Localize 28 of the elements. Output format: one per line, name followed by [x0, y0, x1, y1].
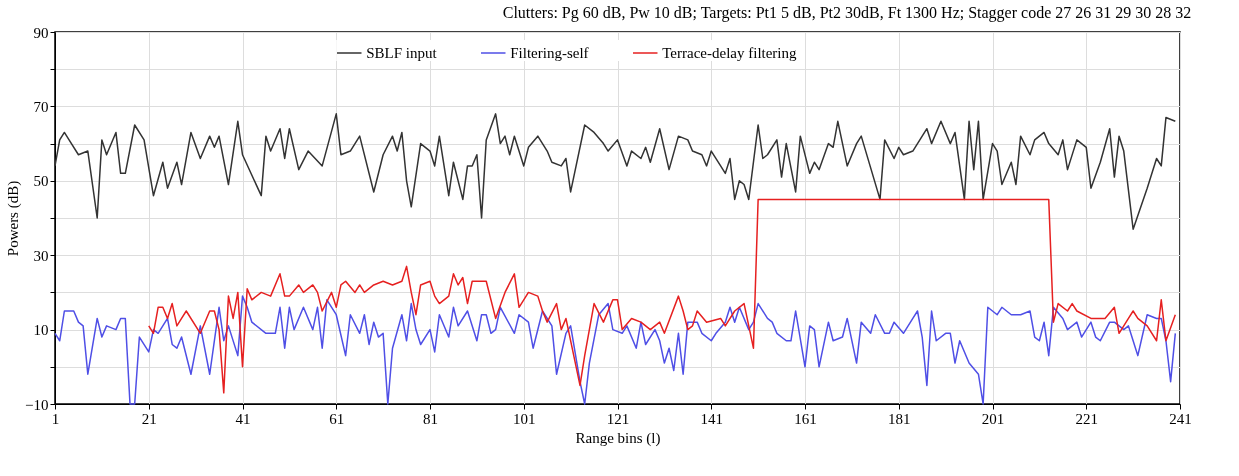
x-tick-label: 221: [1075, 410, 1098, 427]
x-tick-label: 141: [700, 410, 723, 427]
y-tick-label: 50: [33, 173, 49, 190]
x-tick-label: 1: [51, 410, 60, 427]
chart-title: Clutters: Pg 60 dB, Pw 10 dB; Targets: Pt1 5 dB, Pt2 30dB, Ft 1300 Hz; Stagger code 27 26 31 29 30 28 32: [502, 4, 1192, 22]
x-tick-label: 61: [329, 410, 345, 427]
x-tick-label: 241: [1169, 410, 1192, 427]
legend-label: Filtering-self: [510, 45, 589, 61]
line-series: [148, 198, 1177, 394]
x-tick-label: 21: [141, 410, 157, 427]
legend-label: Terrace-delay filtering: [662, 45, 798, 61]
legend-label: SBLF input: [366, 45, 438, 61]
x-tick-label: 181: [888, 410, 911, 427]
x-tick-label: 161: [794, 410, 817, 427]
y-tick-label: 30: [33, 247, 49, 264]
x-tick-label: 201: [981, 410, 1005, 427]
y-tick-label: 70: [33, 98, 49, 115]
x-tick-label: 41: [235, 410, 251, 427]
line-series: [54, 113, 1177, 230]
y-tick-label: 10: [33, 322, 49, 339]
x-tick-label: 81: [423, 410, 438, 427]
x-tick-label: 121: [606, 410, 630, 427]
y-axis-title: Powers (dB): [5, 180, 23, 257]
line-series: [54, 295, 1177, 405]
y-tick-label: −10: [25, 396, 49, 413]
x-tick-label: 101: [513, 410, 536, 427]
y-tick-label: 90: [33, 24, 49, 41]
x-axis-title: Range bins (l): [575, 429, 661, 447]
